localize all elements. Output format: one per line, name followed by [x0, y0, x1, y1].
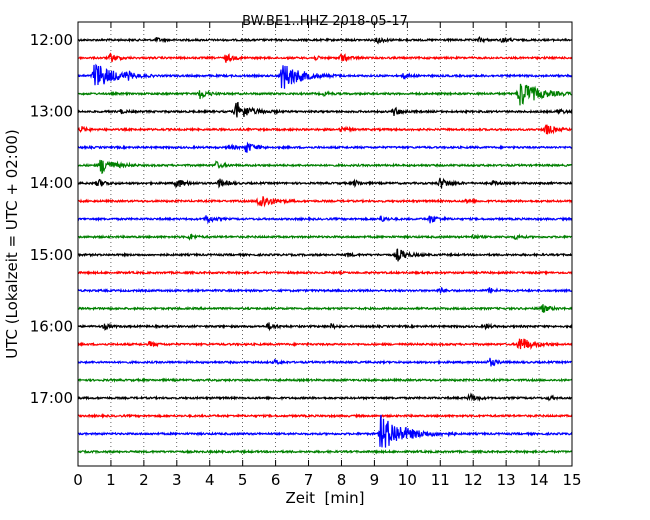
- y-axis-label: UTC (Lokalzeit = UTC + 02:00): [3, 129, 21, 359]
- seismic-trace: [77, 124, 573, 135]
- y-tick-label: 16:00: [30, 317, 73, 335]
- seismic-trace: [77, 233, 573, 241]
- x-tick-label: 4: [205, 471, 215, 489]
- x-tick-label: 13: [497, 471, 516, 489]
- plot-frame: [77, 21, 573, 467]
- seismic-trace: [77, 248, 573, 262]
- x-tick-label: 15: [562, 471, 581, 489]
- seismic-trace: [77, 52, 573, 63]
- seismic-trace: [77, 414, 573, 448]
- x-axis-label: Zeit [min]: [285, 489, 364, 507]
- y-tick-label: 14:00: [30, 174, 73, 192]
- seismic-trace: [77, 304, 573, 313]
- seismic-trace: [77, 101, 573, 118]
- x-tick-label: 9: [370, 471, 380, 489]
- y-tick-label: 13:00: [30, 103, 73, 121]
- y-axis: 12:00 13:00 14:00 15:00 16:00 17:00: [30, 31, 572, 407]
- seismic-trace: [77, 35, 573, 45]
- x-tick-label: 10: [398, 471, 417, 489]
- x-tick-label: 8: [337, 471, 347, 489]
- x-tick-label: 12: [464, 471, 483, 489]
- seismic-trace: [77, 159, 573, 174]
- y-tick-label: 15:00: [30, 246, 73, 264]
- x-tick-label: 11: [431, 471, 450, 489]
- x-tick-label: 1: [106, 471, 116, 489]
- seismic-trace: [77, 141, 573, 153]
- seismic-trace: [77, 269, 573, 276]
- x-axis: 0 1 2 3 4 5 6 7 8 9 10 11 12 13 14 15: [73, 22, 582, 489]
- seismic-trace: [77, 377, 573, 383]
- x-tick-label: 6: [271, 471, 281, 489]
- seismic-trace: [77, 83, 573, 106]
- seismic-trace: [77, 412, 573, 420]
- seismic-trace: [77, 338, 573, 350]
- x-tick-label: 3: [172, 471, 182, 489]
- y-tick-label: 17:00: [30, 389, 73, 407]
- seismic-trace: [77, 357, 573, 367]
- seismic-trace: [77, 177, 573, 189]
- x-tick-label: 14: [530, 471, 549, 489]
- traces-group: [77, 35, 573, 455]
- y-tick-label: 12:00: [30, 31, 73, 49]
- seismic-trace: [77, 215, 573, 225]
- x-tick-label: 7: [304, 471, 314, 489]
- seismic-trace: [77, 286, 573, 295]
- seismic-trace: [77, 448, 573, 455]
- seismic-trace: [77, 322, 573, 332]
- seismic-trace: [77, 392, 573, 402]
- seismic-trace: [77, 63, 573, 89]
- x-tick-label: 2: [139, 471, 149, 489]
- x-tick-label: 5: [238, 471, 248, 489]
- seismic-trace: [77, 196, 573, 208]
- x-tick-label: 0: [73, 471, 83, 489]
